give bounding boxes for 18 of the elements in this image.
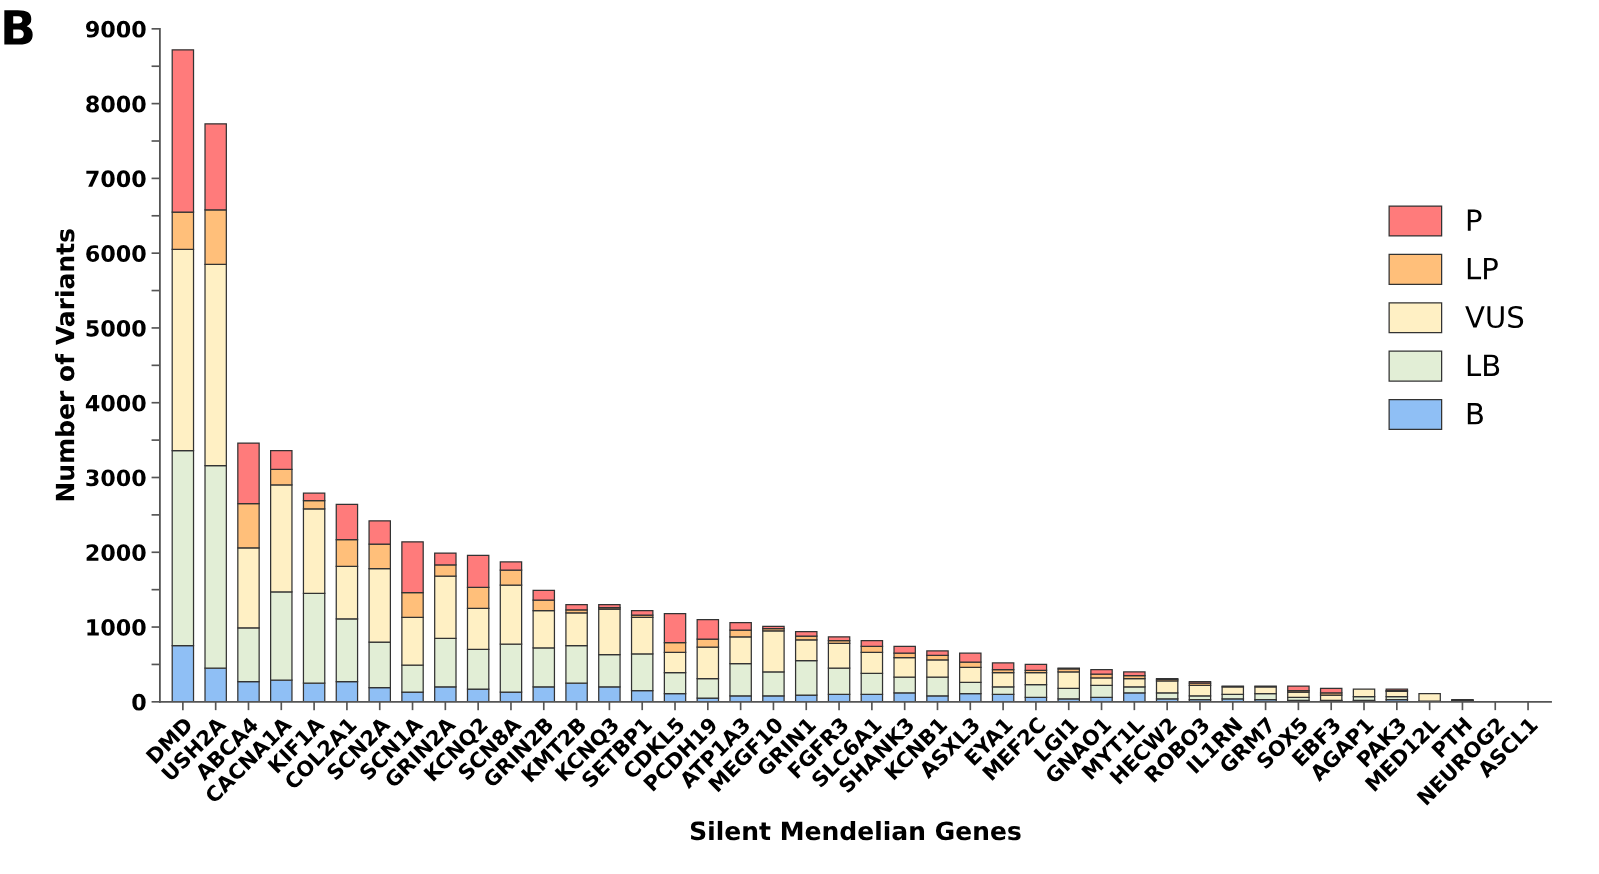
legend-label: B	[1467, 403, 1483, 425]
legend-label: P	[1467, 209, 1482, 231]
y-tick-label: 3000	[86, 469, 146, 487]
legend-label: LP	[1467, 257, 1498, 280]
legend-label: LB	[1467, 354, 1500, 376]
y-axis-title: Number of Variants	[55, 229, 75, 501]
y-tick-label: 7000	[86, 170, 146, 188]
y-tick-label: 9000	[86, 20, 146, 38]
x-axis-title: Silent Mendelian Genes	[690, 820, 1021, 841]
legend-label: VUS	[1465, 305, 1524, 328]
y-tick-label: 2000	[86, 544, 146, 562]
y-tick-label: 1000	[87, 619, 146, 636]
y-tick-label: 8000	[86, 95, 146, 113]
y-tick-label: 6000	[86, 245, 146, 262]
text: B	[4, 10, 33, 45]
y-tick-label: 5000	[86, 319, 146, 337]
y-tick-label: 4000	[85, 394, 146, 412]
y-tick-label: 0	[132, 693, 146, 711]
